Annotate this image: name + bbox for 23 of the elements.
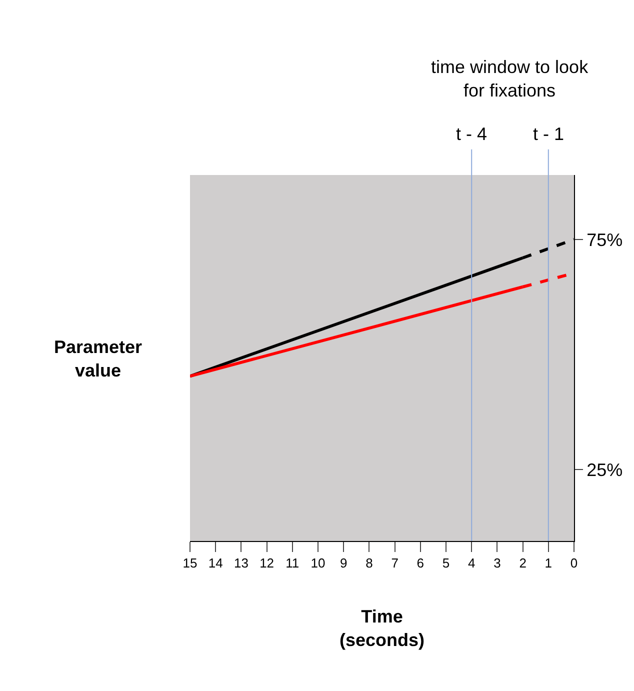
x-axis-title: Time (seconds) [339, 606, 425, 650]
x-tick-label: 10 [310, 556, 326, 571]
ref-line-label: t - 4 [456, 124, 488, 144]
x-tick-label: 14 [208, 556, 223, 571]
x-tick-label: 6 [416, 556, 424, 571]
x-tick-label: 3 [494, 556, 501, 571]
y-axis-title: Parameter value [54, 337, 142, 380]
x-tick-label: 7 [391, 556, 398, 571]
ref-line-label: t - 1 [533, 124, 564, 144]
x-tick-label: 0 [570, 556, 578, 571]
x-tick-label: 5 [442, 556, 450, 571]
x-tick-label: 11 [286, 556, 300, 571]
x-tick-label: 8 [366, 556, 373, 571]
x-tick-label: 12 [260, 556, 274, 571]
x-tick-label: 9 [340, 556, 348, 571]
x-tick-label: 1 [544, 556, 552, 571]
y-tick-label: 25% [586, 460, 623, 480]
text: time window to look for fixations [431, 57, 590, 100]
x-tick-label: 2 [519, 556, 526, 571]
y-tick-label: 75% [586, 230, 623, 250]
x-tick-label: 15 [182, 556, 198, 571]
x-tick-label: 4 [468, 556, 476, 571]
x-tick-label: 13 [234, 556, 248, 571]
